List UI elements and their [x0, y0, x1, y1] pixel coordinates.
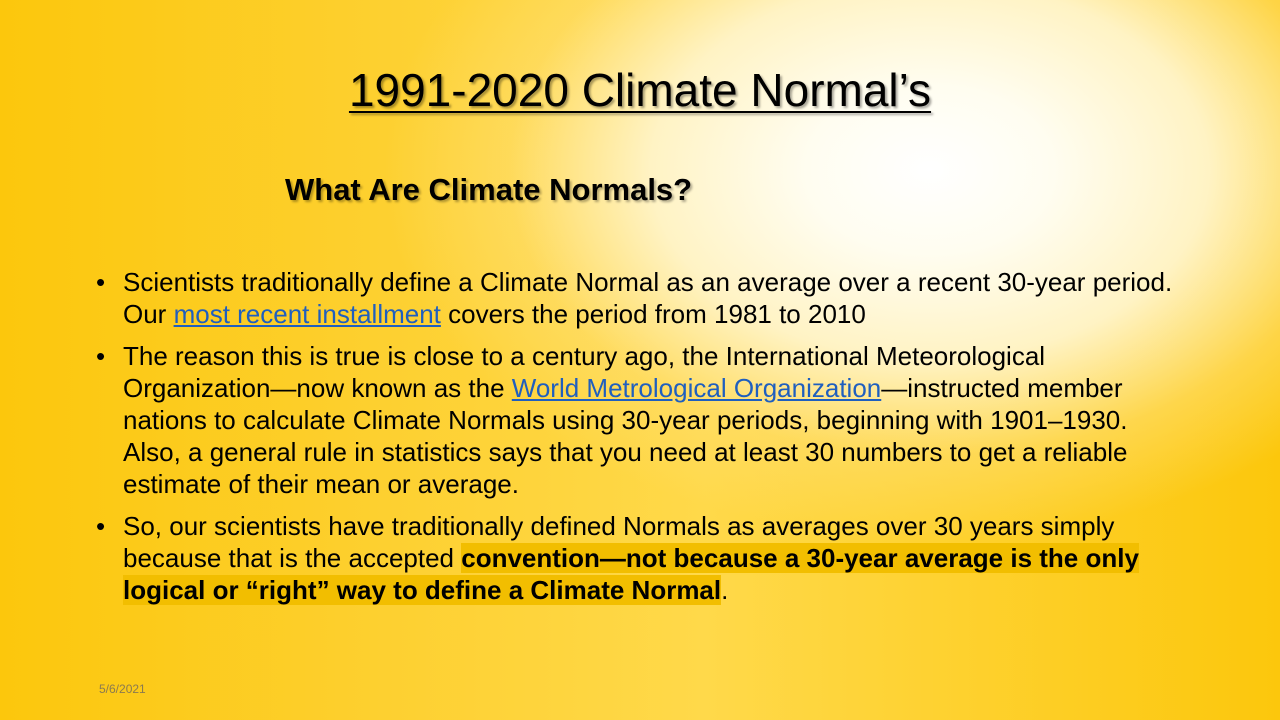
slide-title-text: 1991-2020 Climate Normal’s: [348, 64, 932, 116]
bullet-1-text-b: covers the period from 1981 to 2010: [440, 299, 866, 329]
bullet-icon: •: [96, 267, 106, 297]
bullet-2-text-b: —instructed member nations to calculate …: [123, 373, 1128, 499]
world-metrological-organization-link[interactable]: World Metrological Organization: [511, 373, 882, 403]
bullet-list: • Scientists traditionally define a Clim…: [96, 266, 1176, 616]
bullet-icon: •: [96, 341, 106, 371]
slide-title: 1991-2020 Climate Normal’s: [0, 60, 1280, 120]
slide-subtitle: What Are Climate Normals?: [285, 172, 693, 207]
bullet-item-1: • Scientists traditionally define a Clim…: [96, 266, 1176, 330]
slide-date: 5/6/2021: [99, 682, 146, 696]
bullet-3-text-a: So, our scientists have traditionally de…: [123, 511, 1115, 573]
most-recent-installment-link[interactable]: most recent installment: [173, 299, 441, 329]
bullet-1-text-a: Scientists traditionally define a Climat…: [123, 267, 1173, 329]
bullet-icon: •: [96, 511, 106, 541]
bullet-item-2: • The reason this is true is close to a …: [96, 340, 1176, 500]
bullet-item-3: • So, our scientists have traditionally …: [96, 510, 1176, 606]
bullet-2-text-a: The reason this is true is close to a ce…: [123, 341, 1046, 403]
bullet-3-text-b: .: [721, 575, 729, 605]
